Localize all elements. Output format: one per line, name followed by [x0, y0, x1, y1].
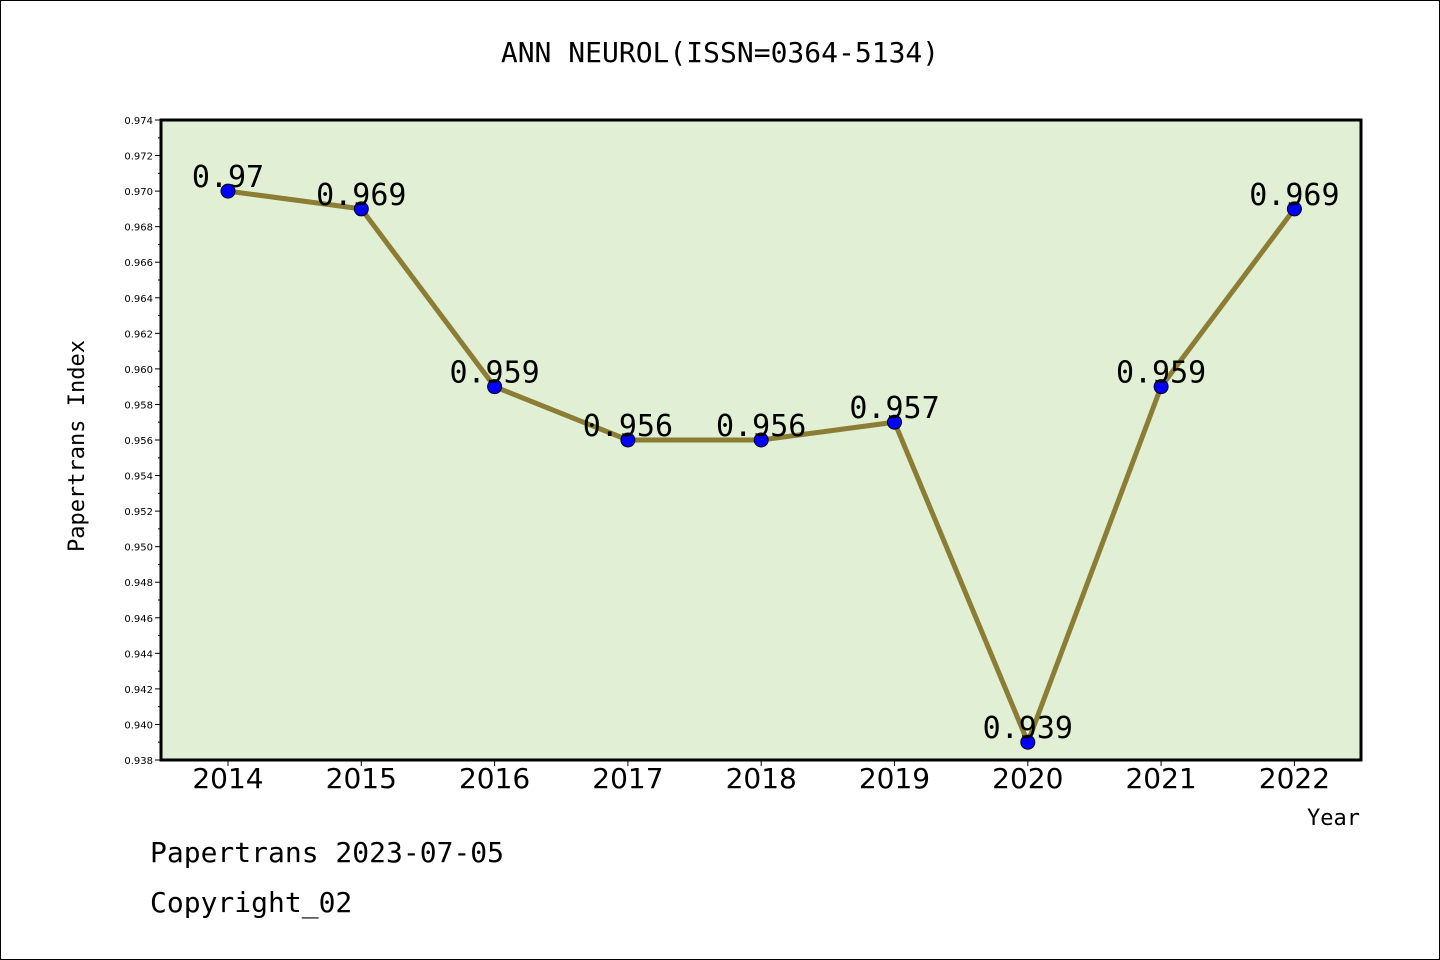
x-tick-label: 2016	[459, 762, 530, 795]
data-label: 0.939	[983, 711, 1073, 746]
data-label: 0.956	[583, 409, 673, 444]
y-tick-label: 0.972	[124, 152, 153, 163]
data-points	[220, 183, 1302, 750]
data-label: 0.956	[716, 409, 806, 444]
x-axis: 2014 2015 2016 2017 2018 2019 2020 2021 2022	[192, 760, 1330, 795]
y-tick-label: 0.940	[124, 720, 153, 731]
x-tick-label: 2018	[726, 762, 797, 795]
footer-copyright: Copyright_02	[150, 886, 353, 919]
y-tick-label: 0.954	[124, 472, 153, 483]
data-point	[753, 432, 769, 448]
y-tick-label: 0.966	[124, 258, 153, 269]
data-label: 0.97	[192, 160, 264, 195]
x-tick-label: 2020	[992, 762, 1063, 795]
y-tick-label: 0.942	[124, 685, 153, 696]
data-point	[887, 414, 902, 430]
y-tick-label: 0.944	[124, 649, 153, 660]
x-tick-label: 2015	[326, 762, 397, 795]
y-tick-label: 0.938	[124, 756, 153, 767]
y-tick-label: 0.964	[124, 294, 153, 305]
data-label: 0.969	[316, 178, 406, 213]
x-tick-label: 2019	[859, 762, 930, 795]
x-tick-label: 2021	[1125, 762, 1196, 795]
data-point	[1286, 201, 1302, 217]
data-label: 0.959	[1116, 356, 1206, 391]
data-labels: 0.97 0.969 0.959 0.956 0.956 0.957 0.939 0.959 0…	[192, 160, 1340, 746]
y-tick-label: 0.974	[124, 116, 153, 127]
x-tick-label: 2022	[1259, 762, 1330, 795]
x-tick-label: 2014	[192, 762, 263, 795]
data-point	[487, 379, 503, 395]
data-point	[1020, 734, 1036, 750]
y-tick-label: 0.962	[124, 329, 153, 340]
y-tick-label: 0.960	[124, 365, 153, 376]
y-axis: 0.938 0.940 0.942 0.944 0.946 0.948 0.950 0.952…	[124, 116, 161, 767]
y-tick-label: 0.958	[124, 400, 153, 411]
data-label: 0.959	[449, 356, 539, 391]
y-tick-label: 0.950	[124, 543, 153, 554]
y-tick-label: 0.970	[124, 187, 153, 198]
data-point	[620, 432, 636, 448]
x-tick-label: 2017	[592, 762, 663, 795]
chart-title: ANN NEUROL(ISSN=0364-5134)	[500, 36, 940, 69]
y-axis-label: Papertrans Index	[65, 340, 90, 552]
data-point	[220, 183, 236, 199]
y-tick-label: 0.956	[124, 436, 153, 447]
footer-date: Papertrans 2023-07-05	[150, 836, 505, 869]
y-tick-label: 0.952	[124, 507, 153, 518]
y-tick-label: 0.948	[124, 578, 153, 589]
data-label: 0.969	[1249, 178, 1339, 213]
data-point	[353, 201, 369, 217]
data-label: 0.957	[849, 391, 939, 426]
y-tick-label: 0.968	[124, 223, 153, 234]
x-axis-label: Year	[1307, 806, 1360, 831]
y-tick-label: 0.946	[124, 614, 153, 625]
data-point	[1153, 379, 1169, 395]
